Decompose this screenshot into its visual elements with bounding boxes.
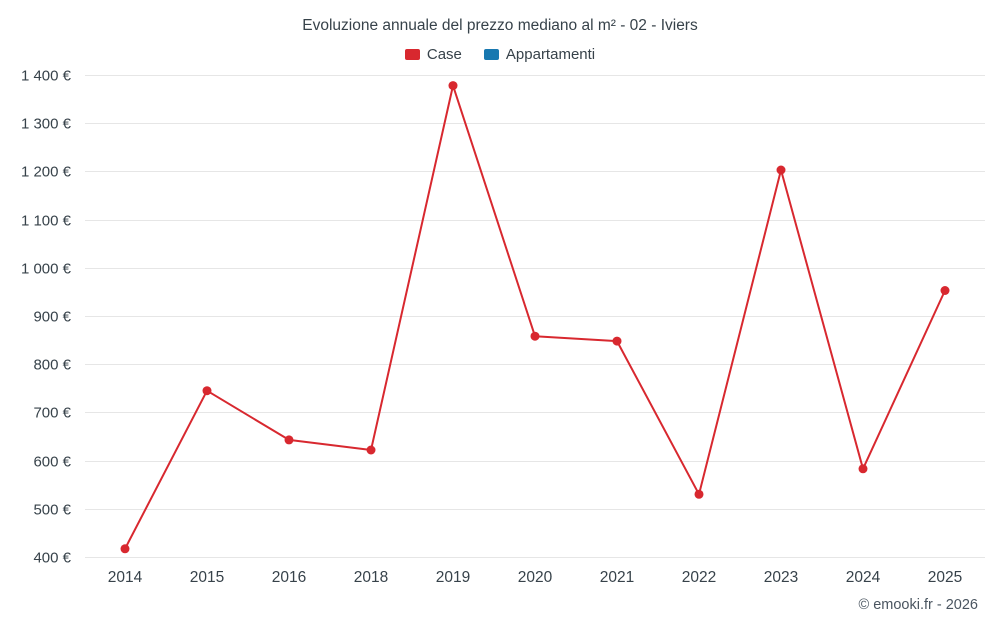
x-axis-tick-label: 2024 — [846, 569, 881, 586]
legend-item-appartamenti[interactable]: Appartamenti — [483, 46, 596, 63]
x-axis-tick-label: 2014 — [108, 569, 143, 586]
x-axis-tick-label: 2023 — [764, 569, 798, 586]
y-axis-tick-label: 900 € — [33, 309, 71, 326]
data-point[interactable] — [612, 336, 622, 346]
data-point[interactable] — [284, 435, 294, 445]
data-point[interactable] — [858, 464, 868, 474]
data-point[interactable] — [940, 286, 950, 295]
data-point[interactable] — [530, 331, 540, 341]
legend-item-label: Appartamenti — [505, 46, 596, 63]
y-axis-tick-label: 1 200 € — [21, 164, 72, 181]
y-axis-tick-label: 500 € — [33, 502, 71, 519]
chart-legend: Case Appartamenti — [0, 46, 1000, 63]
x-axis-tick-label: 2020 — [518, 569, 553, 586]
y-axis-tick-label: 1 000 € — [21, 261, 72, 278]
chart-title: Evoluzione annuale del prezzo mediano al… — [302, 17, 698, 34]
footer-credit: © emooki.fr - 2026 — [858, 597, 978, 613]
data-point[interactable] — [694, 489, 704, 499]
x-axis-tick-label: 2021 — [600, 569, 634, 586]
legend-item-label: Case — [426, 46, 462, 63]
legend-swatch-icon — [404, 49, 420, 60]
y-axis-tick-label: 600 € — [33, 454, 71, 471]
y-axis-tick-label: 400 € — [33, 550, 71, 567]
y-axis-tick-label: 1 100 € — [21, 213, 72, 230]
x-axis-tick-label: 2022 — [682, 569, 716, 586]
data-point[interactable] — [202, 386, 212, 396]
data-point[interactable] — [120, 544, 130, 554]
x-axis-tick-label: 2019 — [436, 569, 470, 586]
data-point[interactable] — [776, 165, 786, 175]
y-axis-tick-label: 1 400 € — [21, 68, 72, 85]
legend-item-case[interactable]: Case — [404, 46, 462, 63]
legend-swatch-icon — [483, 49, 499, 60]
series-line-case — [124, 84, 946, 550]
y-axis-tick-label: 1 300 € — [21, 116, 72, 133]
x-axis-tick-label: 2016 — [272, 569, 306, 586]
x-axis-tick-label: 2015 — [190, 569, 224, 586]
y-axis-tick-label: 800 € — [33, 357, 71, 374]
data-point[interactable] — [448, 81, 458, 91]
x-axis-tick-label: 2018 — [354, 569, 388, 586]
x-axis-tick-label: 2025 — [928, 569, 962, 586]
data-point[interactable] — [366, 445, 376, 455]
y-axis-tick-label: 700 € — [33, 405, 71, 422]
